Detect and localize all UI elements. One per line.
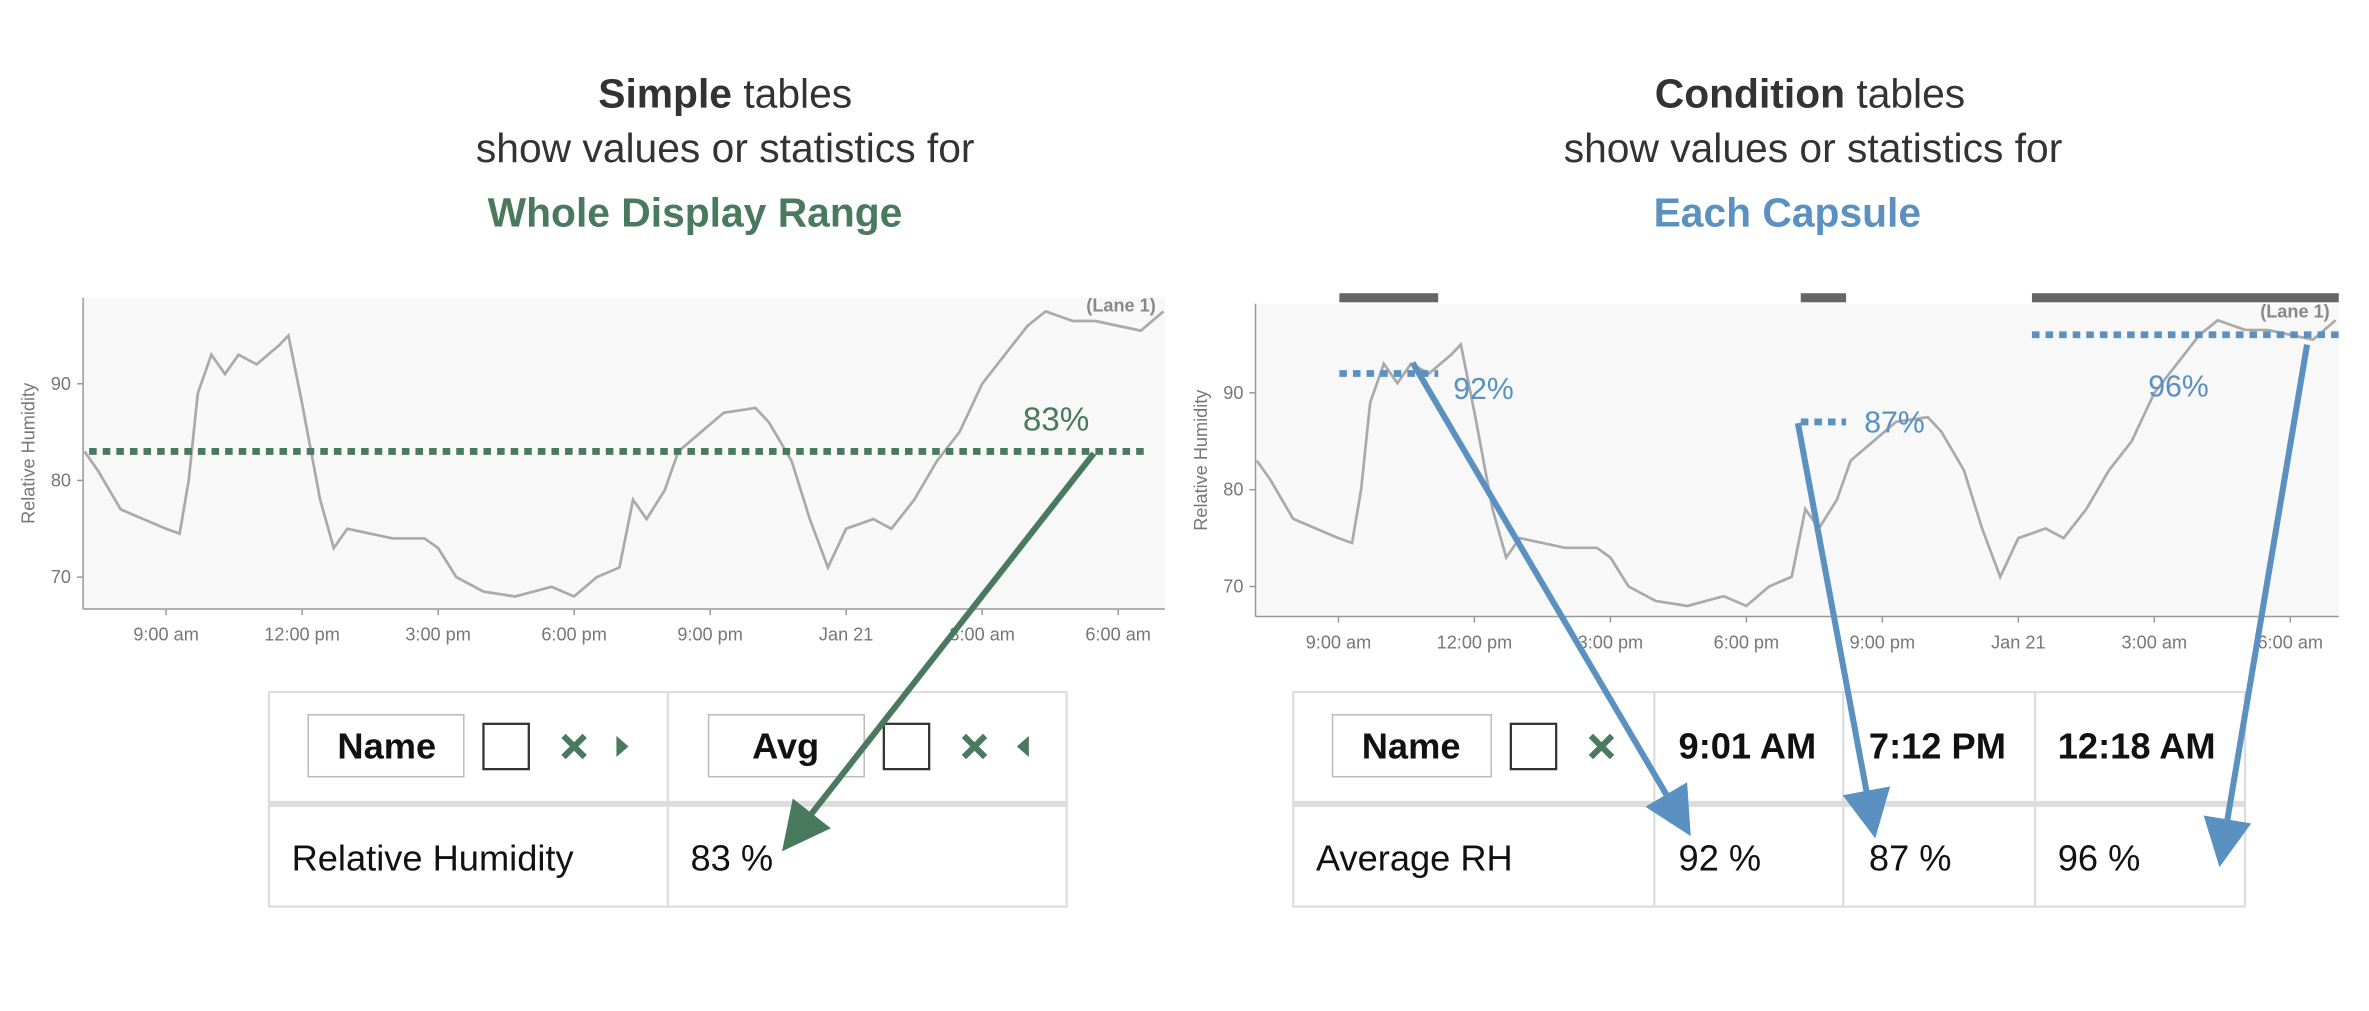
move-icon[interactable]: [616, 735, 629, 758]
x-tick-label: 12:00 pm: [264, 625, 340, 645]
arrow: [1794, 422, 1891, 839]
x-tick-label: 3:00 pm: [405, 625, 471, 645]
y-tick-label: 90: [1223, 383, 1243, 403]
header-cell: 9:01 AM: [1679, 726, 1817, 767]
heading: Simple tables: [598, 70, 852, 116]
header-cell: Avg: [752, 726, 819, 767]
x-tick-label: 6:00 am: [2258, 632, 2324, 652]
capsule-bar: [2031, 293, 2339, 303]
move-icon[interactable]: [1016, 735, 1029, 758]
header-cell: 7:12 PM: [1869, 726, 2006, 767]
remove-icon[interactable]: [961, 733, 988, 760]
row-cell: Relative Humidity: [292, 837, 575, 878]
checkbox[interactable]: [882, 722, 931, 771]
x-tick-label: 3:00 pm: [1578, 632, 1644, 652]
y-tick-label: 80: [51, 470, 71, 490]
trace-line: [83, 309, 1165, 599]
header-cell: Name: [337, 726, 436, 767]
remove-icon[interactable]: [561, 733, 587, 760]
x-tick-label: Jan 21: [819, 625, 873, 645]
arrow: [782, 451, 1097, 852]
header-cell: Name: [1362, 726, 1461, 767]
x-tick-label: 9:00 pm: [677, 625, 743, 645]
y-axis-title: Relative Humidity: [19, 382, 39, 524]
heading-bold: Simple: [598, 70, 732, 116]
header-button[interactable]: [707, 713, 865, 778]
y-tick-label: 80: [1223, 480, 1243, 500]
heading-bold: Condition: [1655, 70, 1845, 116]
checkbox[interactable]: [1509, 722, 1558, 771]
x-tick-label: 12:00 pm: [1437, 632, 1513, 652]
lane-label: (Lane 1): [2260, 301, 2330, 321]
y-tick-label: 70: [51, 567, 71, 587]
chart: 70 80 90 9:00 am 12:00 pm 3:00 pm 6:00 pm 9:00 …: [1191, 293, 2339, 652]
header-button[interactable]: [307, 713, 465, 778]
table: Name Avg Relative Humidity 83 %: [267, 690, 1068, 908]
heading-line: show values or statistics for: [476, 125, 975, 171]
row-cell: 96 %: [2058, 837, 2141, 878]
x-tick-label: 6:00 am: [1085, 625, 1151, 645]
arrow: [2203, 344, 2311, 868]
y-axis-title: Relative Humidity: [1191, 389, 1211, 531]
x-tick-label: 6:00 pm: [541, 625, 607, 645]
row-cell: Average RH: [1316, 837, 1513, 878]
checkbox[interactable]: [482, 722, 530, 771]
capsule-label: 87%: [1864, 407, 1924, 440]
x-tick-label: 9:00 am: [133, 625, 199, 645]
capsule-label: 96%: [2148, 371, 2208, 404]
trace-line: [1255, 318, 2337, 608]
heading-rest: tables: [1845, 70, 1965, 116]
y-tick-label: 70: [1223, 577, 1243, 597]
capsule-bar: [1800, 293, 1847, 303]
x-tick-label: 3:00 am: [949, 625, 1015, 645]
heading-line: show values or statistics for: [1564, 125, 2063, 171]
heading-emphasis: Whole Display Range: [488, 190, 903, 236]
heading-emphasis: Each Capsule: [1654, 190, 1921, 236]
x-tick-label: Jan 21: [1991, 632, 2045, 652]
x-tick-label: 3:00 am: [2122, 632, 2187, 652]
average-label: 83%: [1023, 401, 1090, 438]
header-cell: 12:18 AM: [2058, 726, 2216, 767]
arrow: [1410, 361, 1691, 837]
separator: [1293, 800, 2246, 807]
lane-label: (Lane 1): [1086, 295, 1156, 315]
heading-rest: tables: [732, 70, 852, 116]
remove-icon[interactable]: [1588, 733, 1615, 760]
x-tick-label: 9:00 am: [1306, 632, 1372, 652]
capsule-bar: [1339, 293, 1439, 303]
heading: Condition tables: [1655, 70, 1965, 116]
table: Name 9:01 AM 7:12 PM 12:18 AM Average RH…: [1292, 690, 2247, 908]
capsule-label: 92%: [1453, 373, 1513, 406]
row-cell: 87 %: [1869, 837, 1952, 878]
row-cell: 83 %: [690, 837, 773, 878]
chart: 70 80 90 9:00 am 12:00 pm 3:00 pm 6:00 pm 9:00 …: [19, 295, 1165, 645]
plot-area: [1255, 303, 2339, 617]
x-tick-label: 6:00 pm: [1714, 632, 1780, 652]
row-cell: 92 %: [1679, 837, 1762, 878]
y-tick-label: 90: [51, 374, 71, 394]
header-button[interactable]: [1331, 713, 1492, 778]
x-tick-label: 9:00 pm: [1850, 632, 1916, 652]
